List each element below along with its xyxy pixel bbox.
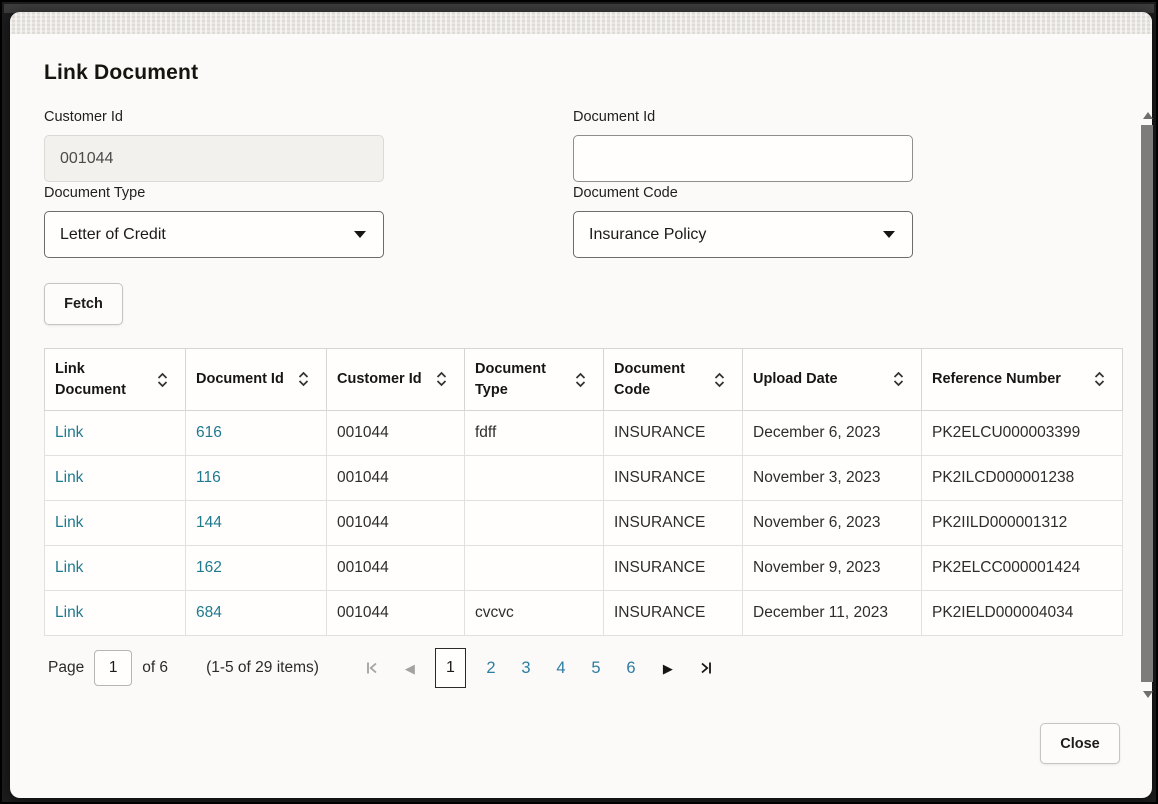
page-number-input[interactable] — [94, 650, 133, 686]
table-row: Link 616 001044 fdff INSURANCE December … — [44, 410, 1123, 456]
page-link-2[interactable]: 2 — [486, 658, 496, 677]
page-label: Page — [48, 659, 85, 676]
header-link-document[interactable]: Link Document — [44, 348, 186, 411]
header-document-id[interactable]: Document Id — [185, 348, 327, 411]
previous-page-icon[interactable]: ◀ — [404, 660, 415, 676]
first-page-icon[interactable] — [361, 657, 383, 679]
customer-id-cell: 001044 — [326, 590, 465, 636]
page-of-label: of 6 — [142, 659, 169, 676]
document-code-select[interactable]: Insurance Policy — [573, 211, 913, 258]
caret-down-icon — [883, 231, 895, 238]
vertical-scrollbar[interactable] — [1141, 106, 1154, 706]
reference-number-cell: PK2IELD000004034 — [921, 590, 1123, 636]
sort-chevrons-icon[interactable] — [892, 371, 905, 387]
table-row: Link 144 001044 INSURANCE November 6, 20… — [44, 500, 1123, 546]
document-type-cell — [464, 500, 604, 546]
scroll-up-icon[interactable] — [1143, 112, 1153, 119]
sort-chevrons-icon[interactable] — [713, 372, 726, 388]
sort-chevrons-icon[interactable] — [435, 371, 448, 387]
document-id-link[interactable]: 116 — [196, 469, 221, 486]
document-id-link[interactable]: 144 — [196, 514, 222, 531]
document-code-label: Document Code — [573, 185, 678, 201]
document-type-cell: cvcvc — [464, 590, 604, 636]
document-id-link[interactable]: 162 — [196, 559, 222, 576]
page-link-4[interactable]: 4 — [556, 658, 566, 677]
sort-chevrons-icon[interactable] — [297, 371, 310, 387]
last-page-icon[interactable] — [695, 657, 717, 679]
customer-id-field[interactable] — [44, 135, 384, 182]
customer-id-cell: 001044 — [326, 455, 465, 501]
link-action[interactable]: Link — [55, 604, 84, 621]
document-code-cell: INSURANCE — [603, 455, 743, 501]
document-id-field[interactable] — [573, 135, 913, 182]
items-summary: (1-5 of 29 items) — [206, 659, 319, 676]
pagination-nav: ◀ 1 2 3 4 5 6 ▶ — [361, 648, 717, 688]
customer-id-label: Customer Id — [44, 109, 123, 125]
documents-table: Link Document Document Id Customer Id Do… — [44, 348, 1123, 636]
dialog-top-texture — [10, 12, 1152, 34]
current-page-indicator[interactable]: 1 — [434, 648, 466, 688]
upload-date-cell: November 3, 2023 — [742, 455, 922, 501]
page-link-5[interactable]: 5 — [591, 658, 601, 677]
pagination-bar: Page of 6 (1-5 of 29 items) ◀ 1 2 3 4 5 … — [48, 648, 717, 688]
document-code-cell: INSURANCE — [603, 590, 743, 636]
header-reference-number[interactable]: Reference Number — [921, 348, 1123, 411]
document-code-value: Insurance Policy — [589, 225, 707, 243]
sort-chevrons-icon[interactable] — [574, 372, 587, 388]
document-type-cell — [464, 545, 604, 591]
reference-number-cell: PK2ILCD000001238 — [921, 455, 1123, 501]
header-document-code[interactable]: Document Code — [603, 348, 743, 411]
next-page-icon[interactable]: ▶ — [662, 660, 673, 676]
link-action[interactable]: Link — [55, 469, 84, 486]
document-code-cell: INSURANCE — [603, 545, 743, 591]
document-type-cell: fdff — [464, 410, 604, 456]
document-type-cell — [464, 455, 604, 501]
reference-number-cell: PK2IILD000001312 — [921, 500, 1123, 546]
upload-date-cell: November 6, 2023 — [742, 500, 922, 546]
header-upload-date[interactable]: Upload Date — [742, 348, 922, 411]
link-action[interactable]: Link — [55, 514, 84, 531]
backdrop-top-strip — [4, 4, 1154, 13]
table-header-row: Link Document Document Id Customer Id Do… — [44, 348, 1123, 411]
document-id-link[interactable]: 684 — [196, 604, 222, 621]
document-type-label: Document Type — [44, 185, 146, 201]
header-document-type[interactable]: Document Type — [464, 348, 604, 411]
scroll-down-icon[interactable] — [1143, 691, 1153, 698]
document-type-select[interactable]: Letter of Credit — [44, 211, 384, 258]
sort-chevrons-icon[interactable] — [1093, 371, 1106, 387]
document-type-value: Letter of Credit — [60, 225, 166, 243]
caret-down-icon — [354, 231, 366, 238]
link-action[interactable]: Link — [55, 559, 84, 576]
table-row: Link 684 001044 cvcvc INSURANCE December… — [44, 590, 1123, 636]
customer-id-cell: 001044 — [326, 545, 465, 591]
table-row: Link 162 001044 INSURANCE November 9, 20… — [44, 545, 1123, 591]
customer-id-cell: 001044 — [326, 410, 465, 456]
page-link-3[interactable]: 3 — [521, 658, 531, 677]
customer-id-cell: 001044 — [326, 500, 465, 546]
reference-number-cell: PK2ELCC000001424 — [921, 545, 1123, 591]
close-button[interactable]: Close — [1040, 723, 1120, 764]
page-link-6[interactable]: 6 — [626, 658, 636, 677]
link-action[interactable]: Link — [55, 424, 84, 441]
header-customer-id[interactable]: Customer Id — [326, 348, 465, 411]
page-title: Link Document — [44, 61, 199, 84]
sort-chevrons-icon[interactable] — [156, 372, 169, 388]
upload-date-cell: December 6, 2023 — [742, 410, 922, 456]
document-id-link[interactable]: 616 — [196, 424, 222, 441]
document-code-cell: INSURANCE — [603, 500, 743, 546]
document-code-cell: INSURANCE — [603, 410, 743, 456]
scrollbar-thumb[interactable] — [1141, 125, 1153, 682]
table-row: Link 116 001044 INSURANCE November 3, 20… — [44, 455, 1123, 501]
fetch-button[interactable]: Fetch — [44, 283, 123, 325]
document-id-label: Document Id — [573, 109, 656, 125]
upload-date-cell: December 11, 2023 — [742, 590, 922, 636]
upload-date-cell: November 9, 2023 — [742, 545, 922, 591]
reference-number-cell: PK2ELCU000003399 — [921, 410, 1123, 456]
